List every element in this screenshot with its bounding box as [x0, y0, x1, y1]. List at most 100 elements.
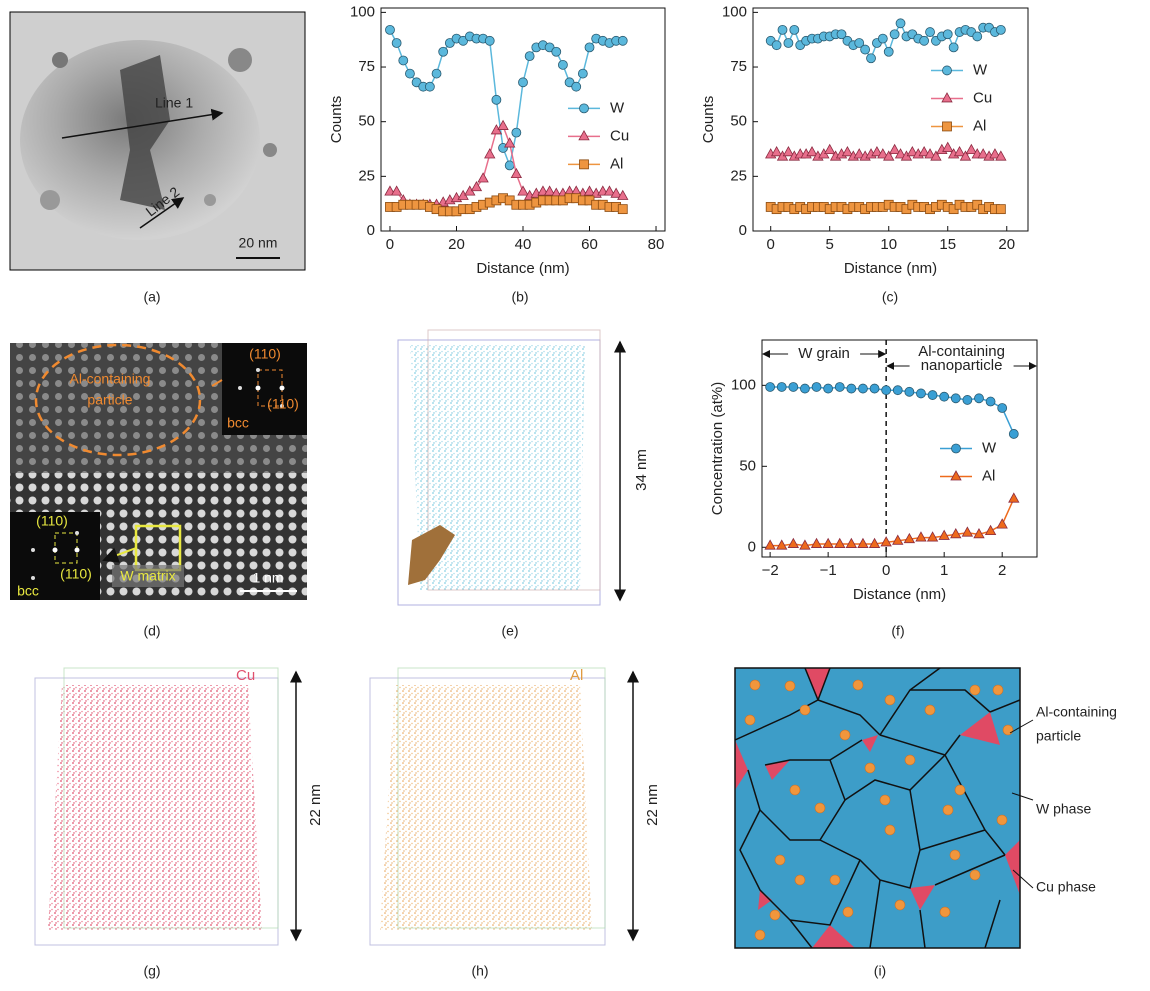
- marker: [905, 387, 914, 396]
- marker: [926, 28, 935, 37]
- x-tick-label: 15: [939, 236, 956, 253]
- marker: [552, 47, 561, 56]
- marker: [485, 149, 495, 158]
- marker: [847, 384, 856, 393]
- marker: [812, 539, 822, 548]
- marker: [399, 56, 408, 65]
- y-axis-label: Concentration (at%): [709, 382, 726, 515]
- marker: [392, 186, 402, 195]
- x-tick-label: 80: [648, 236, 665, 253]
- legend-marker: [580, 104, 589, 113]
- marker: [890, 145, 900, 154]
- x-tick-label: 10: [880, 236, 897, 253]
- y-tick-label: 0: [748, 538, 756, 555]
- marker: [973, 32, 982, 41]
- marker: [519, 78, 528, 87]
- marker: [858, 384, 867, 393]
- dimension-label: 22 nm: [644, 784, 661, 826]
- marker: [996, 25, 1005, 34]
- marker: [505, 138, 515, 147]
- chart: −2−1012050100Distance (nm)Concentration …: [709, 340, 1037, 603]
- annotation: nanoparticle: [921, 357, 1003, 374]
- panel-label: (f): [891, 623, 904, 639]
- label: W matrix: [120, 568, 175, 584]
- image-g: Cu 22 nm: [35, 667, 324, 945]
- label: Al-containing: [70, 371, 151, 387]
- dimension-label: 34 nm: [633, 449, 650, 491]
- legend-label: Al: [973, 117, 986, 134]
- marker: [425, 82, 434, 91]
- legend-label: Cu: [610, 127, 629, 144]
- marker: [949, 43, 958, 52]
- marker: [974, 394, 983, 403]
- figure: Line 1 Line 2 20 nm Al-containing partic…: [0, 0, 1150, 991]
- y-tick-label: 100: [722, 3, 747, 20]
- x-tick-label: 2: [998, 562, 1006, 579]
- x-tick-label: −2: [762, 562, 779, 579]
- marker: [835, 382, 844, 391]
- panel-label: (h): [471, 963, 488, 979]
- marker: [558, 60, 567, 69]
- legend-marker: [943, 66, 952, 75]
- marker: [618, 205, 627, 214]
- y-tick-label: 25: [730, 167, 747, 184]
- marker: [505, 161, 514, 170]
- series-line: [770, 499, 1014, 546]
- marker: [405, 69, 414, 78]
- x-tick-label: 60: [581, 236, 598, 253]
- y-tick-label: 75: [730, 58, 747, 75]
- label: Cu phase: [1036, 879, 1096, 895]
- image-i: Al-containing particle W phase Cu phase: [735, 668, 1117, 948]
- marker: [572, 82, 581, 91]
- page: {"chart_data": [ {"type": "line", "x_lab…: [0, 0, 1150, 991]
- marker: [996, 205, 1005, 214]
- panel-label: (c): [882, 289, 898, 305]
- marker: [890, 30, 899, 39]
- x-axis-label: Distance (nm): [853, 586, 946, 603]
- dimension-label: 22 nm: [307, 784, 324, 826]
- marker: [893, 386, 902, 395]
- marker: [772, 41, 781, 50]
- y-tick-label: 50: [358, 113, 375, 130]
- label: W phase: [1036, 801, 1091, 817]
- image-e: 34 nm: [398, 330, 650, 605]
- x-tick-label: 0: [386, 236, 394, 253]
- legend-label: W: [982, 439, 997, 456]
- legend-label: Al: [982, 467, 995, 484]
- marker: [846, 539, 856, 548]
- panel-label: (g): [143, 963, 160, 979]
- panel-label: (d): [143, 623, 160, 639]
- marker: [1009, 493, 1019, 502]
- marker: [955, 147, 965, 156]
- marker: [896, 19, 905, 28]
- marker: [789, 382, 798, 391]
- marker: [777, 382, 786, 391]
- marker: [842, 147, 852, 156]
- marker: [439, 47, 448, 56]
- marker: [963, 395, 972, 404]
- x-tick-label: −1: [820, 562, 837, 579]
- y-axis-label: Counts: [328, 96, 345, 144]
- marker: [825, 145, 835, 154]
- legend-marker: [579, 131, 589, 140]
- legend-label: Cu: [973, 89, 992, 106]
- marker: [618, 36, 627, 45]
- marker: [916, 532, 926, 541]
- legend-marker: [942, 93, 952, 102]
- marker: [882, 386, 891, 395]
- y-tick-label: 50: [739, 457, 756, 474]
- marker: [878, 34, 887, 43]
- marker: [951, 394, 960, 403]
- marker: [492, 95, 501, 104]
- marker: [943, 30, 952, 39]
- x-tick-label: 0: [767, 236, 775, 253]
- marker: [800, 384, 809, 393]
- element-label: Cu: [236, 667, 255, 684]
- scale-label: 1 nm: [252, 570, 283, 586]
- marker: [765, 540, 775, 549]
- marker: [824, 384, 833, 393]
- marker: [986, 526, 996, 535]
- x-tick-label: 20: [998, 236, 1015, 253]
- marker: [870, 384, 879, 393]
